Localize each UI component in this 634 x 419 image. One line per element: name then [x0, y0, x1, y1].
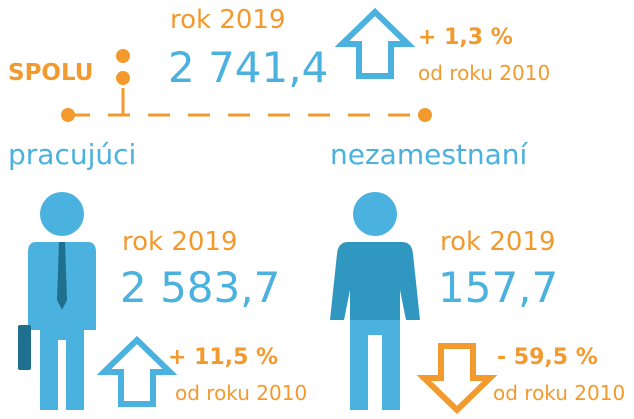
unemployed-label: nezamestnaní: [330, 138, 529, 171]
down-arrow: [416, 343, 498, 415]
up-arrow: [334, 7, 416, 79]
up-arrow: [96, 335, 178, 407]
total-label: SPOLU: [8, 60, 94, 86]
total-year: rok 2019: [170, 5, 286, 35]
unemployed-figure: [330, 192, 420, 410]
dot: [418, 108, 432, 122]
employed-figure: [18, 192, 96, 410]
employed-since: od roku 2010: [175, 381, 307, 405]
dot: [61, 108, 75, 122]
employed-value: 2 583,7: [120, 263, 280, 312]
employed-label: pracujúci: [8, 138, 136, 171]
total-change: + 1,3 %: [418, 25, 513, 50]
employed-change: + 11,5 %: [168, 345, 278, 370]
total-since: od roku 2010: [418, 61, 550, 85]
employed-year: rok 2019: [122, 227, 238, 257]
unemployed-since: od roku 2010: [493, 381, 625, 405]
dot: [116, 71, 130, 85]
unemployed-value: 157,7: [438, 263, 558, 312]
total-value: 2 741,4: [168, 43, 328, 92]
unemployed-change: - 59,5 %: [497, 345, 598, 370]
unemployed-year: rok 2019: [440, 227, 556, 257]
dot: [116, 49, 130, 63]
